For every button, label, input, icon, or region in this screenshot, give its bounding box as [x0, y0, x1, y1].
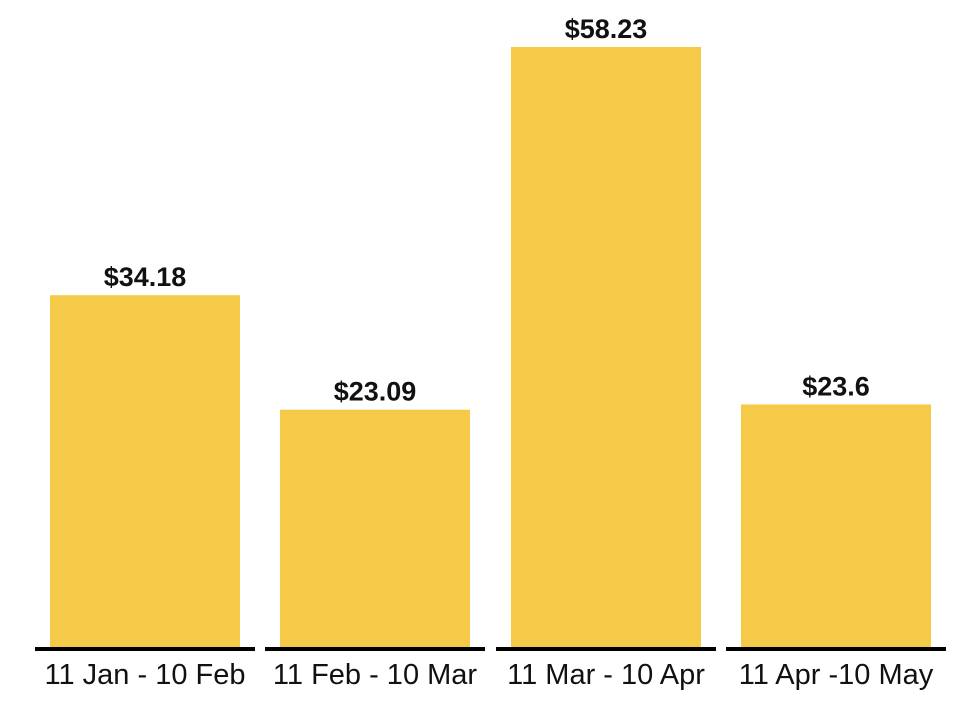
bars-group	[50, 47, 931, 648]
axis-line-segment-3	[496, 647, 716, 651]
axis-line-segment-1	[35, 647, 255, 651]
value-labels-group: $34.18 $23.09 $58.23 $23.6	[104, 14, 870, 407]
value-label-2: $23.09	[334, 377, 417, 407]
bar-3	[511, 47, 701, 648]
value-label-4: $23.6	[802, 371, 870, 401]
bar-2	[280, 409, 470, 648]
axis-lines-group	[35, 647, 946, 651]
category-label-2: 11 Feb - 10 Mar	[273, 659, 478, 691]
bar-4	[741, 404, 931, 648]
axis-line-segment-2	[265, 647, 485, 651]
axis-line-segment-4	[726, 647, 946, 651]
value-label-3: $58.23	[565, 14, 648, 44]
category-label-4: 11 Apr -10 May	[739, 659, 934, 691]
category-labels-group: 11 Jan - 10 Feb 11 Feb - 10 Mar 11 Mar - 1…	[45, 659, 934, 691]
category-label-1: 11 Jan - 10 Feb	[45, 659, 246, 691]
bar-1	[50, 295, 240, 648]
value-label-1: $34.18	[104, 262, 187, 292]
category-label-3: 11 Mar - 10 Apr	[507, 659, 705, 691]
